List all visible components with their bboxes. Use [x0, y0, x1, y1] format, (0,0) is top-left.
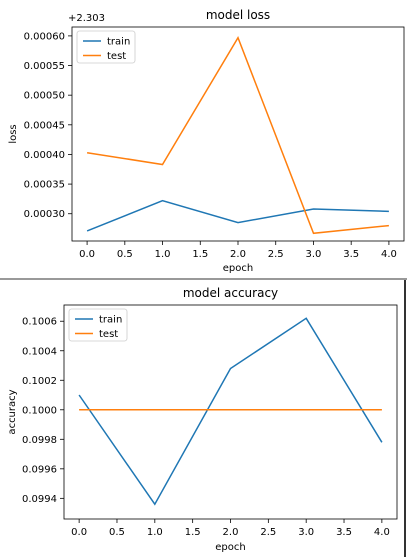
- y-tick-label: 0.00050: [24, 91, 65, 102]
- series-line-train: [86, 199, 389, 232]
- y-axis-label: loss: [8, 124, 19, 143]
- y-tick-label: 0.0998: [22, 435, 57, 446]
- x-axis-label: epoch: [215, 542, 245, 553]
- x-tick-label: 1.5: [185, 527, 201, 538]
- legend-label: test: [99, 329, 118, 340]
- legend-label: train: [99, 315, 122, 326]
- chart-0: model loss +2.303 0.0 0.5 1.0 1.5 2.0 2.5 3.0 3.5…: [8, 8, 405, 274]
- plot-frame: [63, 304, 398, 520]
- y-tick-label: 0.00035: [24, 180, 65, 191]
- legend-label: test: [107, 51, 126, 62]
- x-tick-label: 1.0: [147, 527, 163, 538]
- y-tick-label: 0.00045: [24, 120, 65, 131]
- legend-label: train: [107, 37, 130, 48]
- y-tick-label: 0.00030: [24, 209, 65, 220]
- plot-frame: [71, 26, 405, 242]
- x-tick-label: 2.5: [268, 249, 284, 260]
- x-tick-label: 4.0: [374, 527, 390, 538]
- legend: train test: [68, 308, 128, 342]
- x-tick-label: 3.0: [306, 249, 322, 260]
- x-tick-label: 0.0: [79, 249, 95, 260]
- y-tick-label: 0.1002: [22, 376, 57, 387]
- chart-title: model accuracy: [183, 286, 278, 300]
- y-tick-label: 0.00060: [24, 31, 65, 42]
- x-tick-label: 0.0: [71, 527, 87, 538]
- y-tick-label: 0.00055: [24, 61, 65, 72]
- x-tick-label: 3.5: [343, 249, 359, 260]
- y-tick-label: 0.1004: [22, 346, 57, 357]
- legend: train test: [76, 30, 136, 64]
- x-tick-label: 0.5: [117, 249, 133, 260]
- y-tick-label: 0.00040: [24, 150, 65, 161]
- y-tick-label: 0.1006: [22, 317, 57, 328]
- chart-1: model accuracy 0.0 0.5 1.0 1.5 2.0 2.5 3.0 3.5 4.…: [7, 286, 398, 553]
- series-line-test: [86, 35, 389, 235]
- x-tick-label: 2.0: [230, 249, 246, 260]
- x-tick-label: 0.5: [109, 527, 125, 538]
- chart-title: model loss: [206, 8, 270, 22]
- x-tick-label: 4.0: [381, 249, 397, 260]
- y-offset-text: +2.303: [68, 13, 105, 24]
- x-tick-label: 3.5: [336, 527, 352, 538]
- y-tick-label: 0.0994: [22, 494, 57, 505]
- x-tick-label: 1.0: [155, 249, 171, 260]
- y-tick-label: 0.1000: [22, 405, 57, 416]
- y-axis-label: accuracy: [7, 389, 18, 434]
- series-line-train: [78, 317, 383, 506]
- x-tick-label: 2.5: [260, 527, 276, 538]
- y-tick-label: 0.0996: [22, 464, 57, 475]
- x-tick-label: 1.5: [192, 249, 208, 260]
- x-axis-label: epoch: [223, 263, 253, 274]
- x-tick-label: 2.0: [223, 527, 239, 538]
- x-tick-label: 3.0: [298, 527, 314, 538]
